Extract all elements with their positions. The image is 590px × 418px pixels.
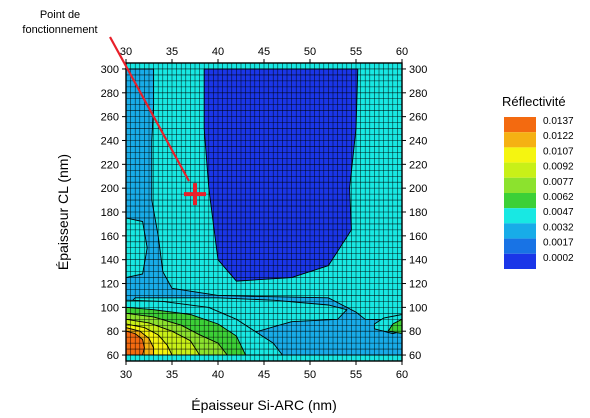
operating-point-marker — [184, 183, 206, 206]
y-tick-label-right: 80 — [409, 326, 421, 338]
annotation-label-line2: fonctionnement — [22, 24, 97, 36]
y-tick-label-right: 200 — [409, 183, 427, 195]
x-tick-label-top: 60 — [396, 46, 408, 58]
y-tick-label-right: 60 — [409, 350, 421, 362]
mesh-grid — [126, 63, 402, 361]
legend-swatch — [504, 162, 536, 178]
legend-swatch — [504, 147, 536, 163]
annotation-label-line1: Point de — [40, 9, 80, 21]
legend-swatch — [504, 238, 536, 254]
y-tick-label-left: 100 — [101, 302, 119, 314]
y-tick-label-left: 240 — [101, 135, 119, 147]
legend-swatch — [504, 117, 536, 133]
x-tick-label-top: 45 — [258, 46, 270, 58]
x-tick-label-top: 40 — [212, 46, 224, 58]
x-tick-label-bottom: 30 — [120, 369, 132, 381]
y-tick-label-right: 300 — [409, 64, 427, 76]
legend-label: 0.0047 — [543, 207, 574, 218]
y-tick-label-right: 120 — [409, 279, 427, 291]
x-tick-label-bottom: 45 — [258, 369, 270, 381]
y-tick-label-left: 140 — [101, 255, 119, 267]
legend-label: 0.0032 — [543, 222, 574, 233]
x-tick-label-bottom: 50 — [304, 369, 316, 381]
y-tick-label-left: 260 — [101, 112, 119, 124]
y-tick-label-right: 160 — [409, 231, 427, 243]
legend-swatch — [504, 177, 536, 193]
x-tick-label-top: 50 — [304, 46, 316, 58]
y-axis-title: Épaisseur CL (nm) — [55, 154, 71, 270]
x-tick-label-bottom: 35 — [166, 369, 178, 381]
x-tick-label-bottom: 40 — [212, 369, 224, 381]
y-tick-label-right: 220 — [409, 159, 427, 171]
y-tick-label-left: 160 — [101, 231, 119, 243]
legend-label: 0.0017 — [543, 238, 574, 249]
y-tick-label-right: 280 — [409, 88, 427, 100]
legend-label: 0.0077 — [543, 177, 574, 188]
y-tick-label-left: 120 — [101, 279, 119, 291]
x-tick-label-top: 55 — [350, 46, 362, 58]
legend-swatch — [504, 193, 536, 209]
x-tick-label-bottom: 55 — [350, 369, 362, 381]
legend: 0.0137 0.0122 0.0107 0.0092 0.0077 0.0062 0.00… — [504, 116, 574, 269]
legend-swatch — [504, 132, 536, 148]
legend-swatch — [504, 223, 536, 239]
x-tick-label-top: 35 — [166, 46, 178, 58]
legend-label: 0.0107 — [543, 146, 574, 157]
y-tick-label-left: 200 — [101, 183, 119, 195]
y-tick-label-left: 60 — [107, 350, 119, 362]
legend-label: 0.0002 — [543, 253, 574, 264]
legend-title: Réflectivité — [502, 94, 566, 109]
y-tick-label-right: 260 — [409, 112, 427, 124]
legend-label: 0.0137 — [543, 116, 574, 127]
y-tick-label-left: 220 — [101, 159, 119, 171]
x-axis-title: Épaisseur Si-ARC (nm) — [191, 397, 336, 413]
y-tick-label-left: 280 — [101, 88, 119, 100]
y-tick-label-right: 240 — [409, 135, 427, 147]
y-tick-label-left: 80 — [107, 326, 119, 338]
x-tick-label-top: 30 — [120, 46, 132, 58]
y-tick-label-right: 140 — [409, 255, 427, 267]
legend-label: 0.0122 — [543, 131, 574, 142]
annotation-arrow — [109, 36, 190, 182]
x-tick-label-bottom: 60 — [396, 369, 408, 381]
legend-label: 0.0092 — [543, 162, 574, 173]
y-tick-label-left: 180 — [101, 207, 119, 219]
y-tick-label-right: 100 — [409, 302, 427, 314]
legend-swatch — [504, 208, 536, 224]
y-tick-label-left: 300 — [101, 64, 119, 76]
y-tick-label-right: 180 — [409, 207, 427, 219]
legend-swatch — [504, 253, 536, 269]
legend-label: 0.0062 — [543, 192, 574, 203]
